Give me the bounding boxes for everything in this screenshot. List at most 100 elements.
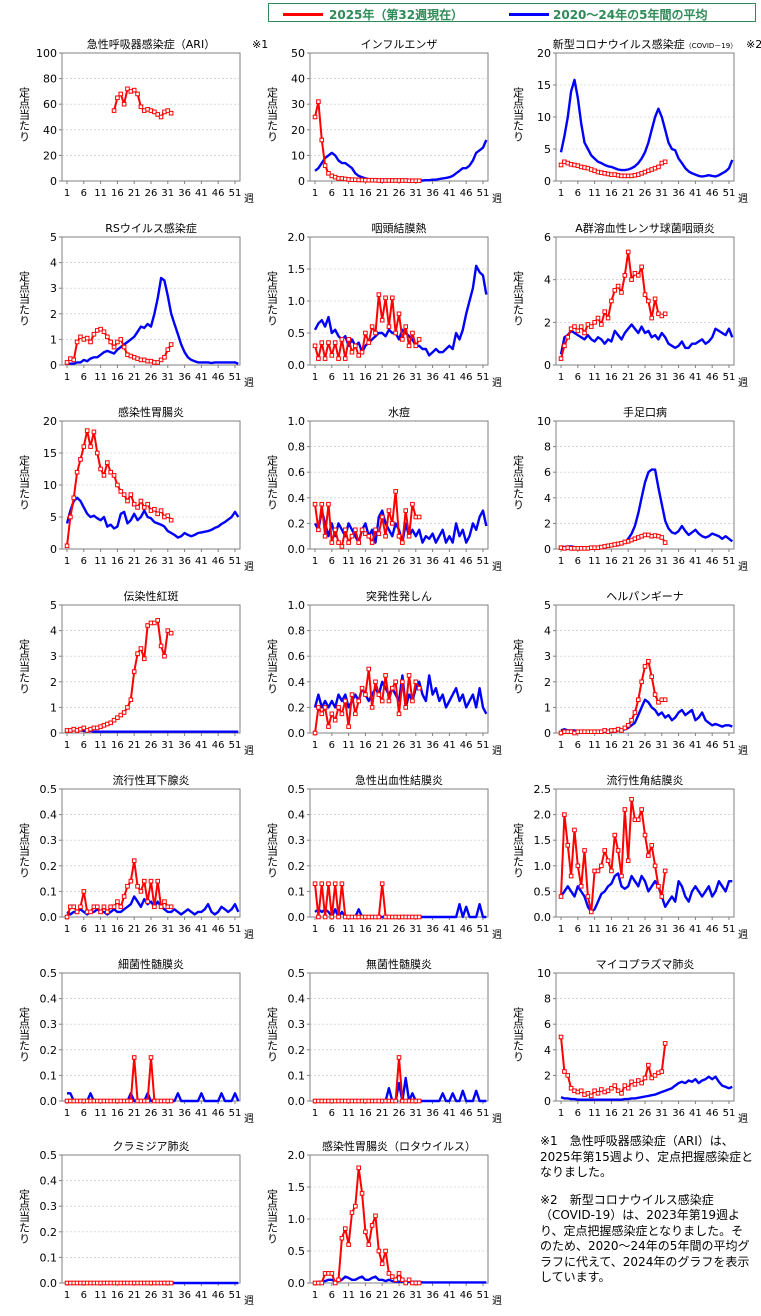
- data-point-2025: [379, 1261, 385, 1267]
- y-tick-label: 0: [544, 359, 551, 372]
- y-tick-label: 0.3: [288, 1018, 306, 1031]
- data-point-2025: [329, 1271, 335, 1276]
- legend-avg-label: 2020～24年の5年間の平均: [553, 8, 708, 22]
- data-point-2025: [393, 330, 398, 336]
- x-tick-label: 46: [460, 1290, 473, 1301]
- x-tick-label: 46: [706, 924, 719, 935]
- x-tick-label: 6: [329, 372, 335, 383]
- x-tick-label: 1: [312, 1290, 318, 1301]
- data-point-2025: [316, 705, 321, 710]
- x-tick-label: 36: [178, 188, 191, 199]
- x-axis-unit: 週: [738, 1113, 748, 1125]
- x-tick-label: 36: [672, 740, 685, 751]
- y-tick-label: 0.5: [288, 1245, 306, 1258]
- x-tick-label: 41: [689, 740, 702, 751]
- series-line-2025: [66, 859, 172, 918]
- series-line-average: [559, 78, 734, 178]
- data-point-2025: [396, 311, 402, 317]
- y-tick-label: 0.0: [534, 911, 552, 924]
- y-tick-label: 0.2: [288, 860, 306, 873]
- data-point-2025: [635, 697, 641, 703]
- chart-title: 感染性胃腸炎: [118, 405, 184, 419]
- data-point-2025: [168, 110, 174, 116]
- y-tick-label: 100: [36, 47, 57, 60]
- data-point-2025: [558, 1034, 564, 1040]
- data-point-2025: [152, 904, 157, 910]
- x-tick-label: 51: [477, 556, 490, 567]
- data-point-2025: [599, 1087, 604, 1092]
- x-axis-unit: 週: [738, 929, 748, 941]
- data-point-2025: [316, 914, 321, 920]
- data-point-2025: [319, 1280, 325, 1286]
- data-point-2025: [642, 832, 648, 838]
- y-tick-label: 0.0: [288, 727, 306, 740]
- x-axis-unit: 週: [738, 193, 748, 205]
- data-point-2025: [84, 428, 90, 433]
- y-tick-label: 0.1: [40, 885, 58, 898]
- data-point-2025: [652, 863, 658, 869]
- y-tick-label: 30: [291, 98, 305, 111]
- data-point-2025: [91, 429, 97, 435]
- x-tick-label: 36: [178, 556, 191, 567]
- y-tick-label: 0.4: [288, 809, 306, 822]
- x-tick-label: 16: [359, 924, 372, 935]
- data-point-2025: [639, 264, 644, 270]
- data-point-2025: [662, 311, 668, 317]
- x-tick-label: 26: [393, 1108, 406, 1119]
- data-point-2025: [158, 508, 164, 513]
- y-tick-label: 20: [43, 415, 57, 428]
- data-point-2025: [105, 334, 110, 340]
- y-tick-label: 0: [544, 175, 551, 188]
- y-tick-label: 0: [50, 175, 57, 188]
- series-line-average: [66, 895, 240, 916]
- data-point-2025: [635, 1078, 641, 1083]
- x-tick-label: 26: [639, 372, 652, 383]
- x-tick-label: 41: [443, 1290, 456, 1301]
- data-point-2025: [336, 914, 341, 920]
- x-tick-label: 36: [178, 924, 191, 935]
- data-point-2025: [131, 669, 137, 674]
- data-point-2025: [135, 505, 140, 510]
- data-point-2025: [619, 1091, 624, 1096]
- data-point-2025: [369, 324, 375, 329]
- x-tick-label: 21: [128, 188, 141, 199]
- data-point-2025: [125, 705, 130, 710]
- x-tick-label: 51: [723, 556, 736, 567]
- x-tick-label: 31: [655, 1108, 668, 1119]
- x-tick-label: 36: [178, 740, 191, 751]
- data-point-2025: [656, 164, 661, 170]
- x-tick-label: 1: [312, 556, 318, 567]
- data-point-2025: [635, 273, 641, 278]
- data-point-2025: [312, 881, 318, 887]
- x-tick-label: 26: [145, 1108, 158, 1119]
- x-axis-unit: 週: [492, 377, 502, 389]
- data-point-2025: [622, 725, 628, 731]
- x-tick-label: 26: [639, 188, 652, 199]
- y-axis-label: 定点当たり: [266, 822, 279, 878]
- x-axis-unit: 週: [244, 561, 254, 573]
- data-point-2025: [81, 725, 87, 731]
- data-point-2025: [312, 730, 318, 736]
- data-point-2025: [642, 664, 648, 669]
- y-tick-label: 0.0: [288, 1277, 306, 1290]
- x-tick-label: 6: [329, 924, 335, 935]
- x-tick-label: 16: [605, 372, 618, 383]
- data-point-2025: [605, 1088, 611, 1094]
- data-point-2025: [135, 883, 140, 889]
- data-point-2025: [662, 540, 668, 545]
- data-point-2025: [332, 527, 338, 533]
- data-point-2025: [383, 295, 388, 301]
- data-point-2025: [339, 711, 345, 717]
- data-point-2025: [565, 843, 571, 848]
- chart-note-mark: ※2: [746, 38, 761, 51]
- data-point-2025: [363, 692, 368, 697]
- data-point-2025: [595, 1091, 601, 1096]
- x-tick-label: 51: [477, 372, 490, 383]
- x-tick-label: 1: [312, 372, 318, 383]
- y-tick-label: 1.5: [288, 1181, 306, 1194]
- y-tick-label: 5: [544, 599, 551, 612]
- x-tick-label: 51: [723, 188, 736, 199]
- data-point-2025: [386, 508, 392, 513]
- x-tick-label: 1: [558, 740, 564, 751]
